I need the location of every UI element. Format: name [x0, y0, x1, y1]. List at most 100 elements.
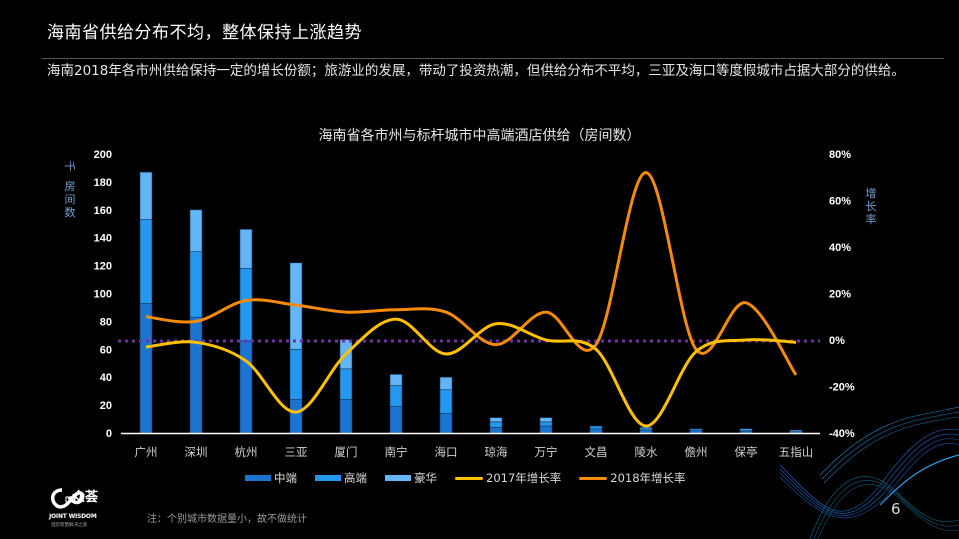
- legend-label: 豪华: [414, 471, 437, 485]
- bar-segment: [289, 399, 303, 434]
- svg-text:增: 增: [866, 186, 877, 200]
- category-label: 儋州: [685, 445, 708, 459]
- swatch-2017: [455, 476, 483, 480]
- left-tick-label: 180: [94, 177, 112, 189]
- bar-segment: [589, 428, 603, 434]
- right-tick-label: 60%: [829, 196, 851, 208]
- right-axis-ticks: 80% 60% 40% 20% 0% -20% -40%: [829, 149, 855, 440]
- bar-segment: [439, 376, 453, 391]
- category-label: 琼海: [485, 445, 508, 459]
- footnote: 注：个别城市数据量小，故不做统计: [147, 514, 307, 525]
- right-tick-label: -20%: [829, 382, 855, 394]
- legend-item-high[interactable]: 高端: [315, 470, 367, 486]
- category-label: 五指山: [779, 445, 814, 459]
- svg-text:千: 千: [63, 161, 76, 172]
- category-label: 保亭: [735, 445, 758, 459]
- bar-segment: [239, 229, 253, 269]
- logo-english: JOINT WISDOM: [49, 513, 97, 520]
- bar-segment: [189, 251, 203, 318]
- category-label: 海口: [435, 445, 458, 459]
- category-label: 深圳: [185, 445, 208, 459]
- left-tick-label: 0: [106, 428, 112, 440]
- right-tick-label: -40%: [829, 428, 855, 440]
- bar-segment: [339, 399, 353, 434]
- bar-segment: [189, 316, 203, 434]
- page-number: 6: [891, 500, 901, 518]
- stacked-bars: [139, 171, 803, 434]
- swatch-luxury: [385, 475, 411, 481]
- bar-segment: [289, 348, 303, 400]
- left-tick-label: 60: [100, 344, 112, 356]
- bar-segment: [189, 209, 203, 252]
- line-2017-growth: [145, 317, 797, 428]
- bar-segment: [339, 368, 353, 400]
- bar-segment: [789, 429, 803, 432]
- category-label: 陵水: [635, 445, 658, 459]
- legend-item-2018[interactable]: 2018年增长率: [579, 470, 686, 486]
- page-description: 海南2018年各市州供给保持一定的增长份额；旅游业的发展，带动了投资热潮，但供给…: [47, 63, 905, 79]
- bar-segment: [539, 417, 553, 423]
- left-tick-label: 140: [94, 233, 112, 245]
- swatch-2018: [579, 476, 608, 480]
- bar-segment: [439, 413, 453, 434]
- category-label: 三亚: [285, 445, 308, 459]
- category-label: 南宁: [385, 445, 408, 459]
- right-tick-label: 40%: [829, 242, 851, 254]
- bar-segment: [139, 302, 153, 434]
- decorative-wave-graphic: [780, 406, 959, 539]
- bar-segment: [689, 429, 703, 434]
- svg-text:房: 房: [65, 180, 76, 193]
- bar-segment: [239, 340, 253, 434]
- bar-segment: [539, 421, 553, 427]
- page-title: 海南省供给分布不均，整体保持上涨趋势: [47, 23, 362, 43]
- legend-label: 中端: [274, 471, 297, 485]
- left-tick-label: 80: [100, 316, 112, 328]
- bar-segment: [239, 268, 253, 342]
- bar-segment: [489, 421, 503, 428]
- right-tick-label: 0%: [829, 335, 845, 347]
- legend-item-mid[interactable]: 中端: [245, 470, 297, 486]
- bar-segment: [489, 427, 503, 434]
- legend-item-2017[interactable]: 2017年增长率: [455, 470, 561, 486]
- legend-label: 高端: [344, 471, 367, 485]
- swatch-mid: [245, 475, 271, 481]
- chart-title: 海南省各市州与标杆城市中高端酒店供给（房间数）: [318, 128, 641, 144]
- svg-text:数: 数: [65, 206, 76, 219]
- svg-text:长: 长: [866, 200, 877, 213]
- bar-segment: [139, 171, 153, 220]
- legend-label: 2018年增长率: [610, 471, 686, 485]
- logo-tagline: 酒店智慧解决之道: [51, 523, 87, 528]
- left-tick-label: 120: [94, 261, 112, 273]
- legend-label: 2017年增长率: [486, 471, 562, 485]
- swatch-high: [315, 475, 341, 481]
- left-tick-label: 100: [94, 289, 112, 301]
- category-label: 文昌: [585, 445, 608, 459]
- legend-item-luxury[interactable]: 豪华: [385, 470, 437, 486]
- bar-segment: [489, 417, 503, 423]
- logo-chinese: 众荟: [72, 490, 99, 505]
- left-tick-label: 200: [94, 149, 112, 161]
- bar-segment: [739, 428, 753, 431]
- bar-segment: [589, 425, 603, 430]
- bar-segment: [389, 385, 403, 407]
- chart-legend: 中端 高端 豪华 2017年增长率 2018年增长率: [245, 470, 686, 486]
- right-tick-label: 80%: [829, 149, 851, 161]
- bar-segment: [689, 428, 703, 431]
- bar-segment: [389, 406, 403, 434]
- left-tick-label: 160: [94, 205, 112, 217]
- left-tick-label: 40: [100, 372, 112, 384]
- bar-segment: [389, 374, 403, 386]
- right-tick-label: 20%: [829, 289, 851, 301]
- category-labels: 广州 深圳 杭州 三亚 厦门 南宁 海口 琼海 万宁 文昌 陵水 儋州 保亭 五指山: [135, 445, 814, 459]
- left-axis-unit: 千 房间数: [63, 161, 76, 220]
- bar-segment: [139, 219, 153, 304]
- svg-text:间: 间: [65, 193, 76, 206]
- category-label: 万宁: [535, 445, 558, 459]
- svg-text:率: 率: [866, 212, 877, 226]
- bar-segment: [539, 425, 553, 434]
- left-tick-label: 20: [100, 400, 112, 412]
- right-axis-unit: 增长率: [866, 186, 877, 226]
- logo-infinity-icon: [50, 488, 85, 509]
